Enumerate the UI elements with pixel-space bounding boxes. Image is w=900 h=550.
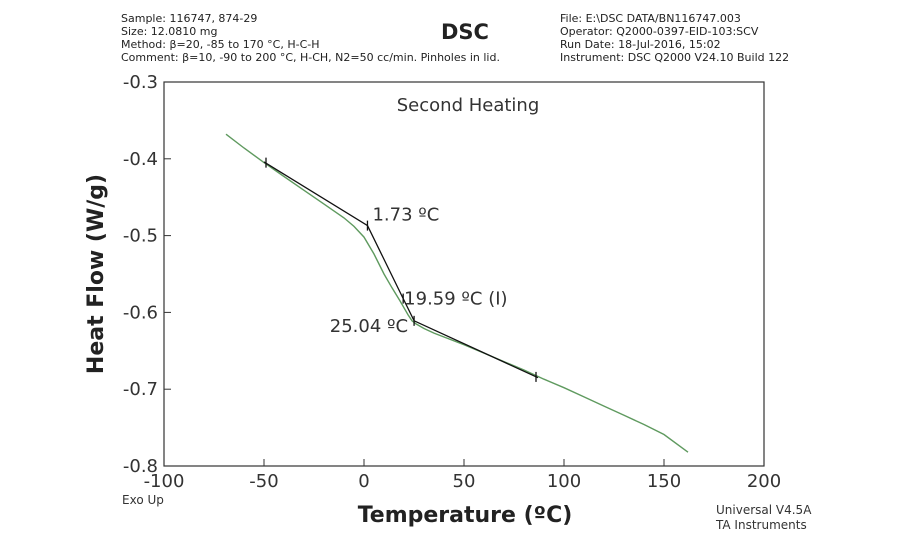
exo-up-label: Exo Up [122, 493, 164, 507]
run-date-line: Run Date: 18-Jul-2016, 15:02 [560, 38, 721, 51]
y-tick-label: -0.8 [123, 456, 158, 477]
y-axis-title: Heat Flow (W/g) [84, 174, 109, 374]
vendor-name: TA Instruments [716, 518, 807, 532]
y-axis: -0.3 -0.4 -0.5 -0.6 -0.7 -0.8 [123, 72, 171, 477]
annotation-layer: 1.73 ºC 19.59 ºC (I) 25.04 ºC [330, 205, 508, 337]
operator-line: Operator: Q2000-0397-EID-103:SCV [560, 25, 759, 38]
y-tick-label: -0.3 [123, 72, 158, 93]
tangent-lines [263, 161, 539, 379]
x-tick-label: 0 [358, 471, 369, 492]
comment-line: Comment: β=10, -90 to 200 °C, H-CH, N2=5… [121, 51, 500, 64]
software-version: Universal V4.5A [716, 503, 812, 517]
x-tick-label: -50 [249, 471, 278, 492]
run-info: File: E:\DSC DATA/BN116747.003 Operator:… [560, 12, 789, 64]
chart-title: DSC [441, 20, 489, 44]
x-tick-label: 100 [547, 471, 581, 492]
transition-label: 1.73 ºC [372, 205, 439, 226]
method-line: Method: β=20, -85 to 170 °C, H-C-H [121, 38, 320, 51]
y-tick-label: -0.4 [123, 149, 158, 170]
y-tick-label: -0.7 [123, 379, 158, 400]
size-line: Size: 12.0810 mg [121, 25, 218, 38]
transition-label: 19.59 ºC (I) [404, 289, 507, 310]
sample-info: Sample: 116747, 874-29 Size: 12.0810 mg … [121, 12, 500, 64]
x-tick-label: 150 [647, 471, 681, 492]
x-tick-label: -100 [144, 471, 185, 492]
y-tick-label: -0.5 [123, 226, 158, 247]
transition-label: 25.04 ºC [330, 316, 408, 337]
x-axis: -100 -50 0 50 100 150 200 [144, 459, 781, 492]
x-tick-label: 200 [747, 471, 781, 492]
software-info: Universal V4.5A TA Instruments [716, 503, 811, 533]
tick-mark-layer [265, 157, 537, 382]
x-tick-label: 50 [453, 471, 476, 492]
y-tick-label: -0.6 [123, 302, 158, 323]
plot-frame [163, 81, 765, 467]
file-line: File: E:\DSC DATA/BN116747.003 [560, 12, 741, 25]
instrument-line: Instrument: DSC Q2000 V24.10 Build 122 [560, 51, 790, 64]
sample-line: Sample: 116747, 874-29 [121, 12, 258, 25]
x-axis-title: Temperature (ºC) [358, 503, 573, 528]
chart-subtitle: Second Heating [397, 95, 540, 116]
